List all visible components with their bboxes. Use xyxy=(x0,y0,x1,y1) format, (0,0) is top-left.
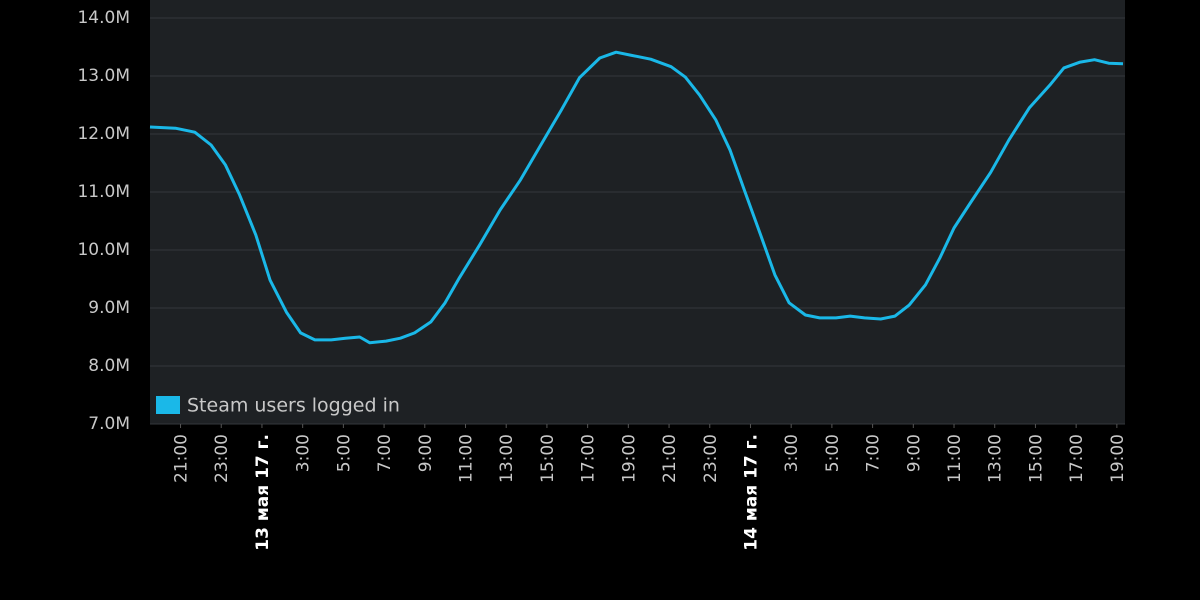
x-tick-label: 9:00 xyxy=(904,434,924,472)
x-tick-label: 13:00 xyxy=(497,434,517,483)
x-tick-label: 23:00 xyxy=(212,434,232,483)
x-tick-label: 21:00 xyxy=(172,434,192,483)
x-tick-label: 7:00 xyxy=(864,434,884,472)
x-tick-label: 3:00 xyxy=(294,434,314,472)
legend-label: Steam users logged in xyxy=(187,395,400,417)
x-tick-label: 21:00 xyxy=(660,434,680,483)
y-tick-label: 7.0M xyxy=(88,414,130,434)
x-tick-label: 19:00 xyxy=(1108,434,1128,483)
x-tick-label: 11:00 xyxy=(457,434,477,483)
x-tick-label: 5:00 xyxy=(823,434,843,472)
x-tick-label: 15:00 xyxy=(1026,434,1046,483)
y-tick-label: 12.0M xyxy=(77,124,130,144)
x-tick-label: 13 мая 17 г. xyxy=(253,434,273,551)
x-tick-label: 19:00 xyxy=(619,434,639,483)
x-tick-label: 5:00 xyxy=(334,434,354,472)
plot-area xyxy=(150,0,1125,424)
x-tick-label: 3:00 xyxy=(782,434,802,472)
y-tick-label: 10.0M xyxy=(77,240,130,260)
x-tick-label: 17:00 xyxy=(579,434,599,483)
y-tick-label: 9.0M xyxy=(88,298,130,318)
y-tick-label: 8.0M xyxy=(88,356,130,376)
x-tick-label: 23:00 xyxy=(701,434,721,483)
y-tick-label: 14.0M xyxy=(77,8,130,28)
x-tick-label: 15:00 xyxy=(538,434,558,483)
y-tick-label: 13.0M xyxy=(77,66,130,86)
x-tick-label: 9:00 xyxy=(416,434,436,472)
x-tick-label: 7:00 xyxy=(375,434,395,472)
data-line xyxy=(149,50,1124,345)
y-tick-label: 11.0M xyxy=(77,182,130,202)
x-tick-label: 13:00 xyxy=(986,434,1006,483)
x-tick-label: 11:00 xyxy=(945,434,965,483)
x-tick-label: 17:00 xyxy=(1067,434,1087,483)
legend-swatch xyxy=(156,396,180,414)
x-tick-label: 14 мая 17 г. xyxy=(741,434,761,551)
